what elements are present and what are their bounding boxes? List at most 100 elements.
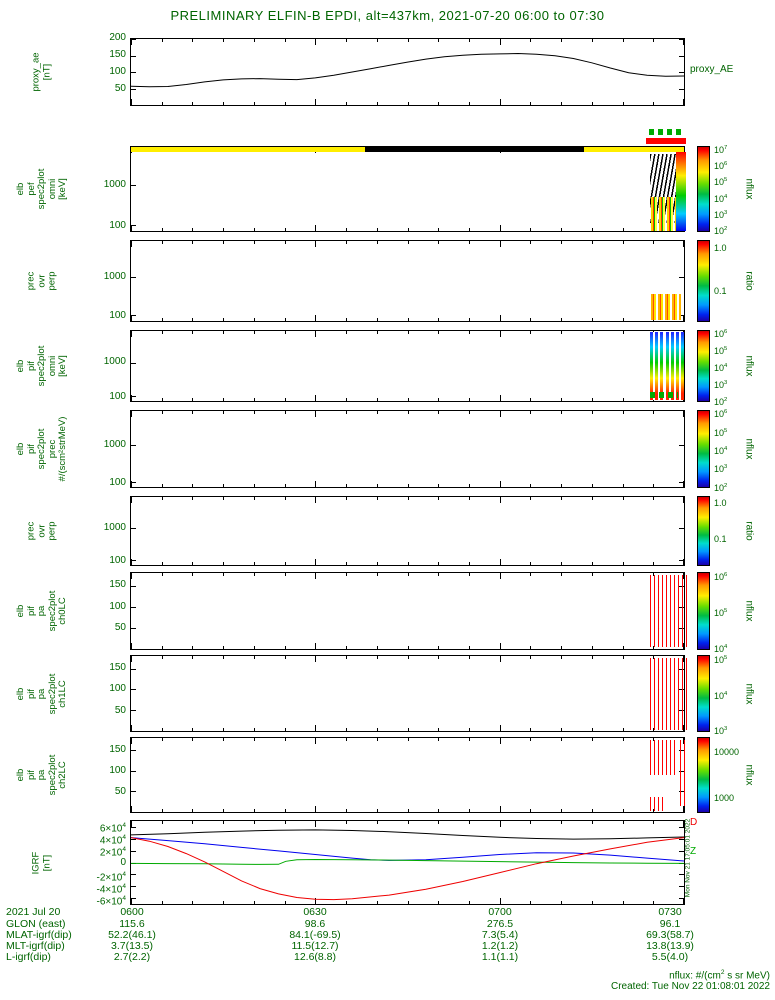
xtick-mark (468, 809, 470, 812)
xtick-mark (407, 901, 409, 904)
created-timestamp: Created: Tue Nov 22 01:08:01 2022 (610, 981, 770, 992)
xtick-mark (407, 573, 409, 576)
xtick-mark (622, 331, 624, 334)
ytick-mark (679, 39, 684, 40)
xtick-mark (223, 901, 225, 904)
xtick-mark (131, 241, 132, 247)
panel-pitch-angle-ch0LC (130, 572, 688, 650)
colorbar-tick: 104 (714, 363, 728, 373)
xtick-mark (161, 102, 163, 105)
ytick-label: -4×104 (96, 882, 126, 896)
xtick-mark (192, 318, 194, 321)
xtick-mark (591, 398, 593, 401)
xtick-mark (284, 318, 286, 321)
colorbar-tick: 107 (714, 144, 728, 155)
xtick-mark (223, 738, 225, 741)
colorbar-tick: 105 (714, 427, 728, 438)
panel-proxy-ae (130, 38, 685, 106)
xtick-mark (499, 725, 501, 731)
xtick-mark (468, 102, 470, 105)
ephem-row-3-value: 12.6(8.8) (293, 951, 337, 963)
xtick-mark (407, 484, 409, 487)
xtick-mark (499, 225, 501, 231)
feature-solid-yellow (584, 147, 684, 153)
xtick-mark (530, 398, 532, 401)
xtick-mark (376, 398, 378, 401)
xtick-mark (315, 411, 317, 417)
xtick-mark (530, 646, 532, 649)
xtick-mark (468, 573, 470, 576)
xtick-mark (376, 821, 378, 824)
xtick-mark (499, 395, 501, 401)
xtick-mark (346, 331, 348, 334)
xtick-mark (192, 398, 194, 401)
colorbar-unit-label: ratio (743, 271, 755, 291)
xtick-mark (192, 228, 194, 231)
colorbar-tick: 1.0 (714, 243, 727, 254)
xtick-mark (376, 573, 378, 576)
xtick-mark (284, 497, 286, 500)
xtick-mark (223, 821, 225, 824)
xtick-mark (622, 728, 624, 731)
xtick-mark (653, 102, 655, 105)
ytick-mark (679, 481, 684, 483)
xtick-mark (253, 656, 255, 659)
ytick-label: 100 (109, 390, 126, 402)
xtick-mark (253, 102, 255, 105)
xtick-mark (530, 809, 532, 812)
feature-red-lines (680, 740, 688, 807)
ytick-mark (131, 445, 136, 447)
xtick-mark (622, 738, 624, 741)
xtick-mark (253, 331, 255, 334)
xtick-mark (315, 738, 317, 744)
xtick-mark (530, 901, 532, 904)
xtick-mark (499, 898, 501, 904)
xtick-mark (682, 806, 684, 812)
xtick-mark (376, 728, 378, 731)
ytick-mark (131, 886, 136, 888)
line-label-D: D (690, 816, 698, 828)
xtick-mark (253, 901, 255, 904)
feature-red-lines (649, 797, 663, 811)
xtick-mark (346, 228, 348, 231)
xtick-mark (161, 821, 163, 824)
xtick-mark (315, 656, 317, 662)
ytick-mark (131, 770, 136, 772)
xtick-mark (131, 573, 132, 579)
xtick-mark (192, 821, 194, 824)
xtick-mark (530, 573, 532, 576)
xtick-mark (223, 228, 225, 231)
xtick-mark (561, 484, 563, 487)
xtick-mark (468, 484, 470, 487)
colorbar-elb_pif_pa_spec2plot_ch2LC (697, 737, 710, 813)
xtick-mark (530, 102, 532, 105)
colorbar-tick: 0.1 (714, 285, 727, 296)
colorbar-tick: 103 (714, 725, 728, 736)
colorbar-elb_pif_spec2plot_omni (697, 330, 710, 402)
time-axis-value: 0600 (120, 906, 144, 918)
xtick-mark (284, 646, 286, 649)
ephem-row-2-value: 13.8(13.9) (646, 940, 694, 952)
colorbar-tick: 104 (714, 690, 728, 701)
xtick-mark (376, 497, 378, 500)
xtick-mark (561, 738, 563, 741)
feature-solid-red (646, 138, 686, 144)
xtick-mark (682, 411, 684, 417)
xtick-mark (438, 331, 440, 334)
ylabel-elb_pif_spec2plot_omni: elb pif spec2plot omni [keV] (14, 345, 68, 387)
xtick-mark (131, 656, 132, 662)
xtick-mark (131, 497, 132, 503)
xtick-mark (161, 646, 163, 649)
xtick-mark (682, 898, 684, 904)
xtick-mark (591, 809, 593, 812)
xtick-mark (161, 562, 163, 565)
series-line-proxy_AE (131, 52, 684, 88)
panel-pitch-angle-ch2LC (130, 737, 688, 813)
line-label-Z: Z (690, 846, 697, 858)
ephem-row-0-label: GLON (east) (6, 918, 66, 930)
feature-green-dashes (648, 129, 684, 135)
xtick-mark (161, 398, 163, 401)
ytick-label: 100 (109, 555, 126, 567)
xtick-mark (284, 901, 286, 904)
xtick-mark (192, 241, 194, 244)
